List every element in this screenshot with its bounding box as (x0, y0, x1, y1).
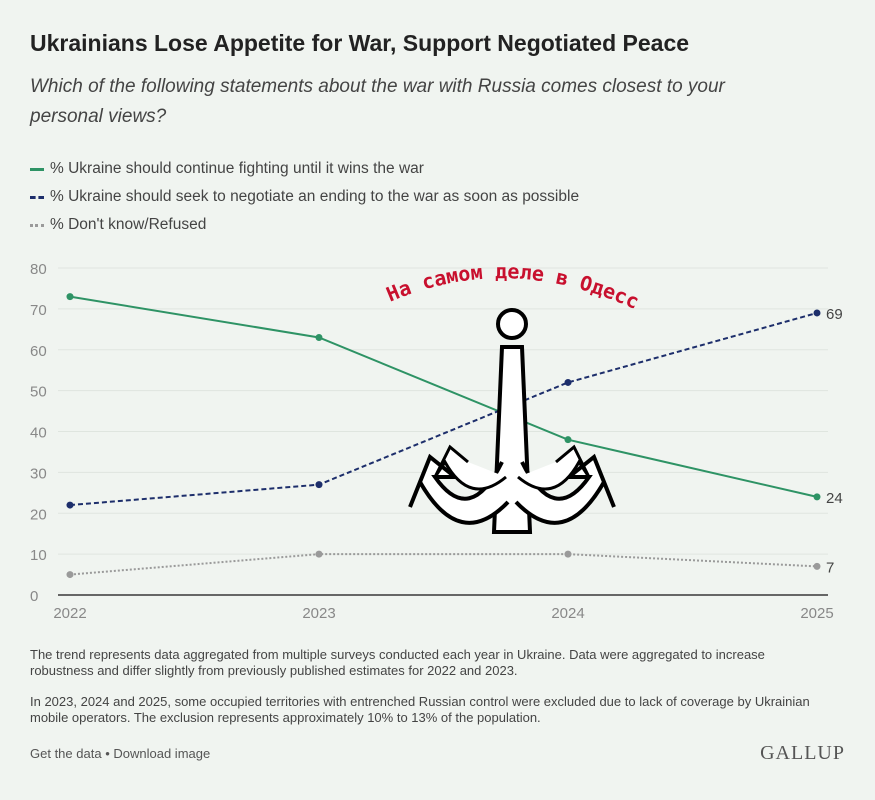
series-line (69, 311, 818, 507)
series-line (69, 553, 818, 576)
y-tick-label: 80 (30, 261, 47, 278)
series-line (69, 295, 818, 498)
legend-item-fight: % Ukraine should continue fighting until… (30, 155, 579, 183)
watermark-text: На самом деле в Одессе (380, 262, 640, 314)
data-point (315, 481, 323, 489)
data-point (813, 493, 821, 501)
legend-swatch-dashed (30, 195, 44, 199)
data-point (66, 293, 74, 301)
x-tick-label: 2024 (551, 605, 584, 622)
y-tick-label: 50 (30, 384, 47, 401)
data-point (66, 501, 74, 509)
y-tick-label: 70 (30, 302, 47, 319)
data-point (564, 436, 572, 444)
legend-label: % Ukraine should continue fighting until… (50, 160, 424, 177)
data-point (813, 309, 821, 317)
y-tick-label: 30 (30, 465, 47, 482)
data-point (564, 550, 572, 558)
get-data-link[interactable]: Get the data (30, 746, 102, 761)
legend: % Ukraine should continue fighting until… (30, 155, 579, 239)
data-point (66, 571, 74, 579)
svg-text:На самом деле в Одессе: На самом деле в Одессе (380, 262, 640, 314)
data-point (315, 333, 323, 341)
y-tick-label: 0 (30, 588, 38, 605)
y-tick-label: 20 (30, 506, 47, 523)
y-tick-label: 10 (30, 547, 47, 564)
legend-item-negotiate: % Ukraine should seek to negotiate an en… (30, 183, 579, 211)
download-image-link[interactable]: Download image (113, 746, 211, 761)
chart-subtitle: Which of the following statements about … (30, 76, 725, 127)
line-chart: 0 10 20 30 40 50 60 70 80 2022 2023 2024 2025 24 69 7 (30, 261, 843, 622)
x-tick-label: 2023 (302, 605, 335, 622)
end-data-label: 69 (826, 306, 843, 323)
x-tick-label: 2022 (53, 605, 86, 622)
x-tick-label: 2025 (800, 605, 833, 622)
data-point (315, 550, 323, 558)
data-point (813, 562, 821, 570)
gallup-logo: GALLUP (760, 742, 845, 764)
legend-item-dontknow: % Don't know/Refused (30, 211, 579, 239)
y-tick-label: 60 (30, 343, 47, 360)
y-tick-label: 40 (30, 425, 47, 442)
legend-swatch-dotted (30, 223, 44, 227)
note-aggregation: The trend represents data aggregated fro… (30, 647, 765, 678)
legend-swatch-solid (30, 167, 44, 171)
chart-title: Ukrainians Lose Appetite for War, Suppor… (30, 30, 690, 56)
footer-separator: • (105, 746, 110, 761)
note-exclusion: In 2023, 2024 and 2025, some occupied te… (30, 694, 810, 725)
hook-watermark-icon: На самом деле в Одессе (380, 262, 640, 534)
legend-label: % Don't know/Refused (50, 216, 207, 233)
footer-links: Get the data • Download image (30, 746, 210, 761)
end-data-label: 7 (826, 559, 834, 576)
legend-label: % Ukraine should seek to negotiate an en… (50, 188, 580, 205)
end-data-label: 24 (826, 490, 843, 507)
data-point (564, 378, 572, 386)
